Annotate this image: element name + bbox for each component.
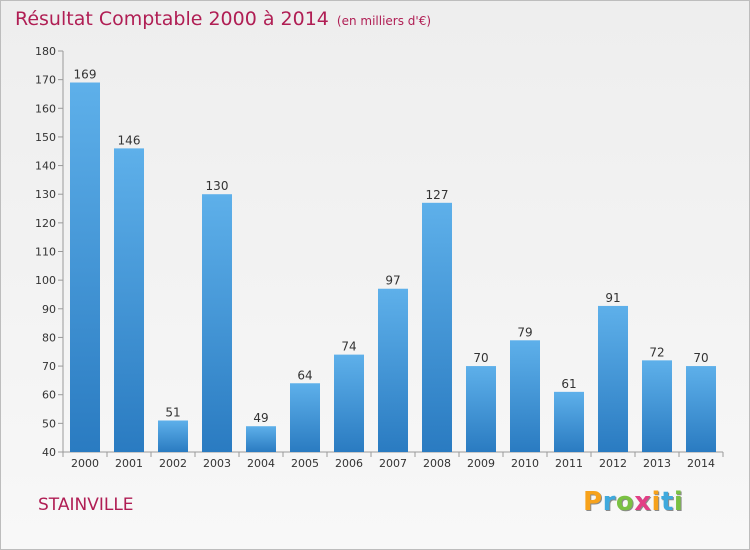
bar — [290, 383, 320, 452]
bar-value-label: 97 — [385, 274, 400, 288]
bar — [422, 202, 452, 452]
bar-value-label: 72 — [649, 345, 664, 359]
bar — [466, 366, 496, 452]
bar — [378, 288, 408, 452]
bar-value-label: 127 — [426, 188, 449, 202]
x-tick-label: 2009 — [467, 457, 495, 470]
y-tick-label: 110 — [35, 246, 56, 259]
bar-value-label: 169 — [74, 68, 97, 82]
chart-title-text: Résultat Comptable 2000 à 2014 — [15, 8, 329, 30]
logo-letter: x — [634, 487, 652, 517]
bar-value-label: 130 — [206, 179, 229, 193]
logo-letter: r — [602, 487, 616, 517]
bar-value-label: 79 — [517, 325, 532, 339]
bar-value-label: 146 — [118, 133, 141, 147]
x-tick-label: 2012 — [599, 457, 627, 470]
x-tick-label: 2008 — [423, 457, 451, 470]
logo-letter: t — [660, 487, 674, 517]
x-tick-label: 2002 — [159, 457, 187, 470]
bar — [246, 426, 276, 452]
logo-letter: i — [673, 487, 684, 517]
bar-value-label: 64 — [297, 368, 312, 382]
x-tick-label: 2004 — [247, 457, 275, 470]
y-tick-label: 140 — [35, 160, 56, 173]
logo-letter: o — [615, 487, 635, 517]
y-tick-label: 180 — [35, 45, 56, 58]
x-tick-label: 2000 — [71, 457, 99, 470]
x-tick-label: 2011 — [555, 457, 583, 470]
bar-value-label: 70 — [473, 351, 488, 365]
y-tick-label: 50 — [42, 417, 56, 430]
x-tick-label: 2005 — [291, 457, 319, 470]
bar-value-label: 74 — [341, 340, 356, 354]
bar — [202, 194, 232, 452]
y-tick-label: 40 — [42, 446, 56, 459]
bar-value-label: 61 — [561, 377, 576, 391]
bar — [686, 366, 716, 452]
logo-letter: P — [583, 487, 603, 517]
y-tick-label: 70 — [42, 360, 56, 373]
x-tick-label: 2007 — [379, 457, 407, 470]
y-tick-label: 60 — [42, 389, 56, 402]
x-tick-label: 2010 — [511, 457, 539, 470]
x-tick-label: 2003 — [203, 457, 231, 470]
y-tick-label: 150 — [35, 131, 56, 144]
city-name: STAINVILLE — [38, 495, 134, 515]
y-tick-label: 100 — [35, 274, 56, 287]
bar-value-label: 70 — [693, 351, 708, 365]
y-tick-label: 90 — [42, 303, 56, 316]
x-tick-label: 2001 — [115, 457, 143, 470]
x-tick-label: 2014 — [687, 457, 715, 470]
bar — [598, 305, 628, 452]
y-tick-label: 170 — [35, 74, 56, 87]
proxiti-logo: Proxiti — [583, 487, 683, 517]
bar — [510, 340, 540, 452]
chart-subtitle: (en milliers d'€) — [336, 14, 432, 28]
y-tick-label: 130 — [35, 188, 56, 201]
x-tick-label: 2013 — [643, 457, 671, 470]
chart-title: Résultat Comptable 2000 à 2014 (en millie… — [15, 8, 431, 30]
bar — [114, 148, 144, 452]
bar — [554, 391, 584, 452]
y-tick-label: 120 — [35, 217, 56, 230]
bar — [70, 82, 100, 452]
bar-value-label: 51 — [165, 405, 180, 419]
bar — [642, 360, 672, 452]
bar-value-label: 49 — [253, 411, 268, 425]
bar — [334, 354, 364, 452]
x-tick-label: 2006 — [335, 457, 363, 470]
bar-value-label: 91 — [605, 291, 620, 305]
y-tick-label: 80 — [42, 331, 56, 344]
y-tick-label: 160 — [35, 102, 56, 115]
logo-letter: i — [651, 487, 661, 517]
bar — [158, 420, 188, 452]
